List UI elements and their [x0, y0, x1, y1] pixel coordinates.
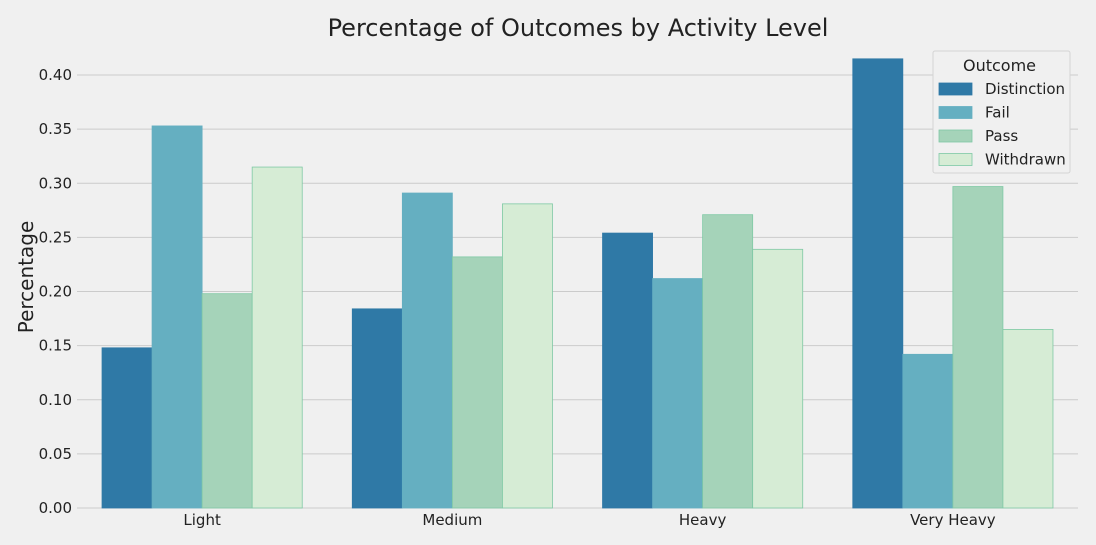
y-tick-label: 0.40 [39, 66, 72, 84]
bar-medium-distinction [351, 308, 403, 509]
legend-swatch-withdrawn [938, 153, 973, 166]
y-tick-label: 0.10 [39, 391, 72, 409]
legend-swatch-fail [938, 106, 973, 119]
y-tick-label: 0.25 [39, 228, 72, 246]
x-tick-label: Light [183, 511, 221, 529]
bar-heavy-fail [652, 278, 704, 509]
y-tick-label: 0.35 [39, 120, 72, 138]
bar-medium-fail [401, 192, 453, 509]
bar-light-pass [201, 293, 253, 509]
bar-very-heavy-fail [902, 353, 954, 509]
legend-label-withdrawn: Withdrawn [985, 151, 1066, 169]
x-tick-label: Very Heavy [910, 511, 996, 529]
x-tick-label: Medium [422, 511, 482, 529]
bar-heavy-distinction [602, 232, 653, 509]
bars [101, 58, 1054, 509]
legend-label-distinction: Distinction [985, 80, 1065, 98]
bar-light-withdrawn [251, 166, 303, 509]
bar-very-heavy-pass [952, 186, 1004, 509]
legend-label-fail: Fail [985, 104, 1010, 122]
y-axis-label: Percentage [14, 221, 38, 334]
y-tick-label: 0.30 [39, 174, 72, 192]
y-tick-label: 0.20 [39, 283, 72, 301]
legend-label-pass: Pass [985, 127, 1018, 145]
bar-medium-withdrawn [502, 203, 553, 509]
legend-frame [932, 50, 1071, 174]
bar-light-fail [151, 125, 203, 509]
y-axis-ticks: 0.00 0.05 0.10 0.15 0.20 0.25 0.30 0.35 0.40 [39, 66, 72, 517]
legend-title: Outcome [963, 56, 1036, 75]
x-axis-ticks: Light Medium Heavy Very Heavy [183, 511, 995, 529]
x-tick-label: Heavy [679, 511, 727, 529]
legend-swatch-pass [938, 129, 973, 143]
y-tick-label: 0.15 [39, 337, 72, 355]
bar-very-heavy-withdrawn [1002, 329, 1054, 509]
y-tick-label: 0.05 [39, 445, 72, 463]
bar-heavy-withdrawn [752, 248, 804, 509]
bar-heavy-pass [702, 214, 754, 509]
bar-medium-pass [451, 256, 503, 509]
chart-title: Percentage of Outcomes by Activity Level [328, 14, 829, 42]
legend-swatch-distinction [938, 82, 973, 96]
y-tick-label: 0.00 [39, 499, 72, 517]
bar-light-distinction [101, 347, 153, 509]
legend: Outcome Distinction Fail Pass Withdrawn [932, 50, 1071, 174]
bar-very-heavy-distinction [852, 58, 904, 509]
